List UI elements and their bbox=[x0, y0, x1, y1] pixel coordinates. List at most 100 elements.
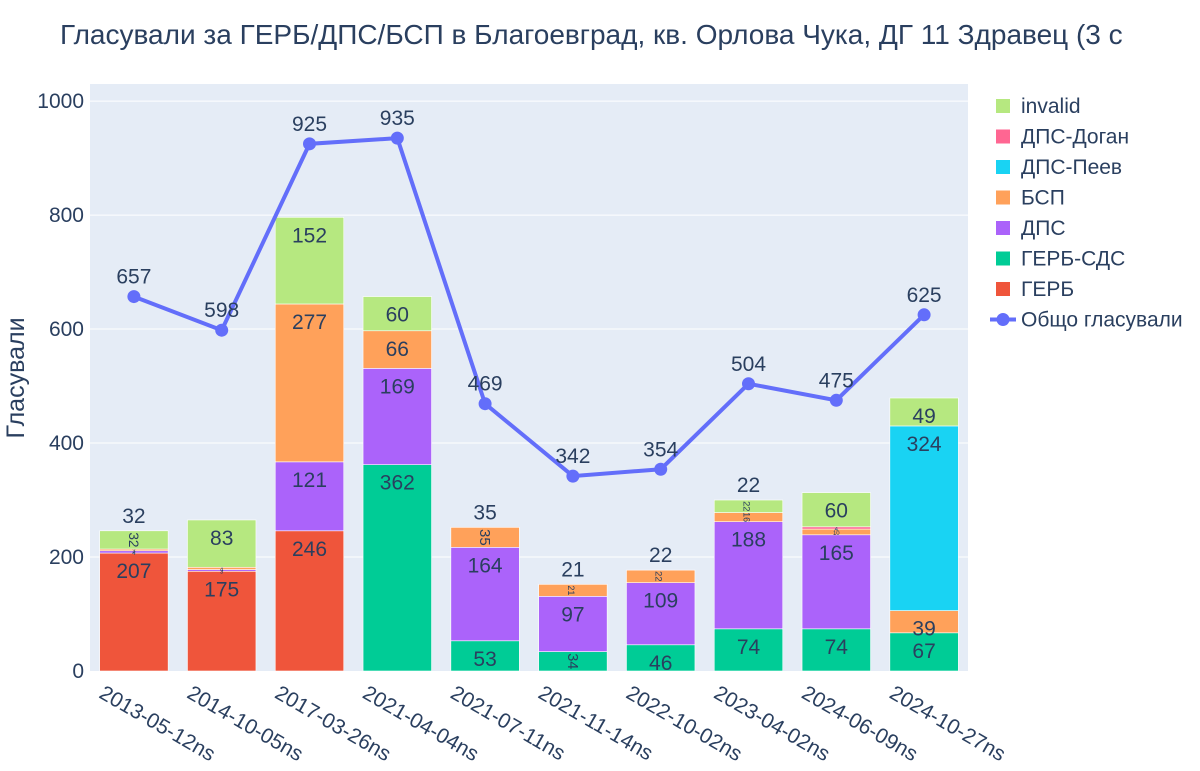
bar-value-label: 3 bbox=[132, 549, 136, 555]
bar-segment bbox=[274, 217, 345, 305]
total-line: 657 598 925 935 469 342 354 504 475 625 bbox=[116, 107, 942, 483]
bar-segment bbox=[626, 644, 696, 672]
total-point bbox=[127, 290, 141, 304]
total-point bbox=[742, 377, 755, 391]
total-line-path bbox=[133, 136, 926, 479]
bar-value-label: 53 bbox=[473, 648, 496, 671]
bar-value-label: 16 bbox=[742, 512, 752, 522]
bar-segment bbox=[187, 570, 257, 672]
bar-value-label: 152 bbox=[292, 224, 327, 247]
legend-item[interactable]: ГЕРБ bbox=[996, 278, 1074, 301]
legend-item[interactable]: ДПС-Доган bbox=[996, 126, 1129, 149]
bar-segment bbox=[450, 527, 520, 548]
bar-value-label: 39 bbox=[912, 618, 935, 641]
legend-item[interactable]: invalid bbox=[996, 95, 1081, 118]
bar-value-label: 4 bbox=[132, 551, 136, 557]
bar-segment bbox=[801, 492, 871, 528]
bar-top-label: 22 bbox=[649, 544, 672, 567]
legend-swatch bbox=[996, 251, 1010, 266]
bar-segment bbox=[889, 425, 959, 611]
legend-label: ГЕРБ bbox=[1021, 278, 1074, 301]
legend-item[interactable]: ДПС bbox=[996, 217, 1065, 240]
total-point-label: 625 bbox=[907, 284, 942, 307]
bar-segment bbox=[362, 368, 432, 465]
legend[interactable]: invalid ДПС-Доган ДПС-Пеев БСП ДПС ГЕРБ-СДС ГЕ… bbox=[990, 95, 1183, 332]
legend-swatch bbox=[996, 190, 1010, 205]
legend-label: Общо гласували bbox=[1021, 309, 1183, 332]
bar-value-label: 4 bbox=[835, 527, 839, 533]
bar-segment bbox=[538, 596, 608, 652]
legend-item[interactable]: ГЕРБ-СДС bbox=[996, 248, 1125, 271]
bar-value-label: 22 bbox=[654, 571, 665, 581]
bar-segment bbox=[713, 628, 784, 672]
bar-value-label: 3 bbox=[220, 569, 224, 575]
legend-item[interactable]: ДПС-Пеев bbox=[996, 156, 1122, 179]
bar-segment bbox=[362, 296, 432, 332]
bar-value-label: 83 bbox=[210, 527, 233, 550]
total-point bbox=[566, 469, 580, 483]
bar-value-label: 362 bbox=[380, 472, 415, 495]
total-point-label: 354 bbox=[643, 438, 678, 461]
bar-value-label: 67 bbox=[912, 640, 935, 663]
y-axis-ticks: 0 200 400 600 800 1000 bbox=[37, 90, 84, 683]
bar-segment bbox=[274, 461, 345, 532]
bar-value-label: 22 bbox=[742, 501, 753, 511]
bar-segment bbox=[274, 530, 345, 672]
bar-value-label: 46 bbox=[649, 652, 672, 675]
bar-value-label: 97 bbox=[561, 603, 584, 626]
total-point bbox=[917, 308, 931, 322]
bar-value-label: 164 bbox=[468, 554, 503, 577]
legend-item[interactable]: БСП bbox=[996, 187, 1065, 210]
total-point bbox=[829, 393, 843, 407]
bar-value-label: 324 bbox=[907, 433, 942, 456]
bar-value-label: 4 bbox=[220, 567, 224, 573]
bar-value-label: 10 bbox=[833, 531, 840, 537]
bar-segment bbox=[362, 330, 432, 369]
bar-segment bbox=[99, 530, 169, 550]
total-point-label: 342 bbox=[555, 445, 590, 468]
legend-label: ГЕРБ-СДС bbox=[1021, 248, 1125, 271]
bar-value-label: 277 bbox=[292, 311, 327, 334]
bar-segment bbox=[99, 552, 169, 672]
legend-label: ДПС bbox=[1021, 217, 1065, 240]
bar-segment bbox=[626, 569, 696, 583]
bar-value-label: 34 bbox=[564, 653, 580, 669]
y-tick-label: 400 bbox=[49, 432, 84, 455]
legend-swatch bbox=[996, 282, 1010, 296]
legend-label: invalid bbox=[1021, 95, 1081, 118]
legend-item[interactable]: Общо гласували bbox=[990, 309, 1183, 332]
chart-title: Гласували за ГЕРБ/ДПС/БСП в Благоевград,… bbox=[60, 19, 1123, 50]
bar-value-label: 165 bbox=[819, 542, 854, 565]
total-point-label: 925 bbox=[292, 113, 327, 136]
bar-top-label: 35 bbox=[473, 501, 496, 524]
legend-swatch bbox=[996, 99, 1010, 113]
bar-segment bbox=[274, 303, 345, 463]
total-point-label: 475 bbox=[819, 369, 854, 392]
y-tick-label: 0 bbox=[72, 660, 84, 683]
total-point bbox=[215, 323, 229, 337]
legend-swatch bbox=[996, 221, 1010, 235]
y-tick-label: 800 bbox=[49, 204, 84, 227]
total-point bbox=[303, 137, 316, 151]
y-tick-label: 200 bbox=[49, 546, 84, 569]
x-axis-ticks: 2013-05-12ns2014-10-05ns2017-03-26ns2021… bbox=[95, 681, 1009, 766]
bar-top-label: 32 bbox=[122, 505, 145, 528]
bar-segment bbox=[713, 521, 784, 630]
total-point-label: 598 bbox=[204, 299, 239, 322]
bar-segment bbox=[889, 397, 959, 427]
total-point bbox=[390, 131, 404, 145]
bar-value-label: 60 bbox=[825, 500, 848, 523]
total-point-label: 657 bbox=[116, 266, 151, 289]
bar-value-label: 188 bbox=[731, 529, 766, 552]
bar-value-label: 207 bbox=[116, 560, 151, 583]
legend-marker bbox=[996, 313, 1010, 326]
bar-top-label: 21 bbox=[561, 558, 584, 581]
bar-segment bbox=[713, 499, 784, 513]
bar-value-label: 175 bbox=[204, 578, 239, 601]
legend-label: ДПС-Пеев bbox=[1021, 156, 1122, 179]
total-point bbox=[478, 397, 492, 411]
bar-segment bbox=[889, 632, 959, 672]
y-tick-label: 600 bbox=[49, 318, 84, 341]
bar-segment bbox=[362, 464, 432, 672]
